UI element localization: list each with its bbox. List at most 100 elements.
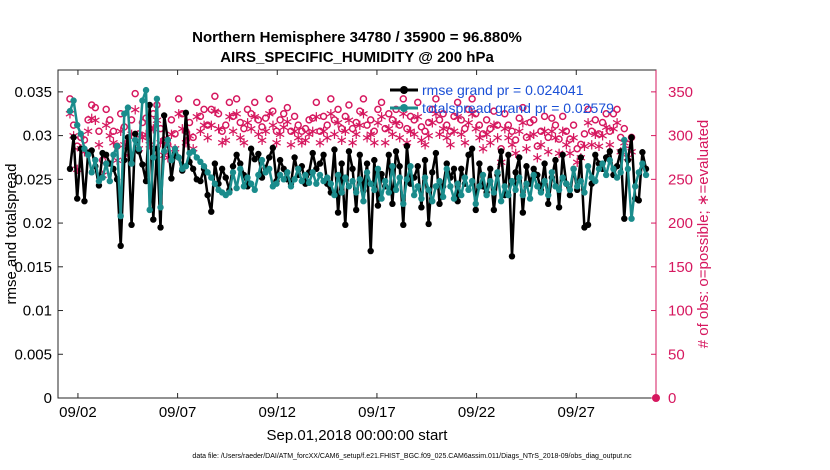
rmse-point [566,191,574,199]
rmse-point [352,206,360,214]
possible-obs-point [250,98,259,107]
evaluated-obs-point: ∗ [198,116,211,134]
totalspread-point [200,163,208,170]
possible-obs-point [305,116,313,124]
totalspread-point [244,174,251,181]
totalspread-point [555,186,563,194]
possible-obs-point [432,95,440,103]
totalspread-point [197,158,204,166]
possible-obs-point [544,133,552,142]
rmse-point [204,191,211,199]
totalspread-point [392,186,400,194]
possible-obs-point [356,107,364,115]
rmse-point [66,165,74,173]
totalspread-point [429,198,436,205]
evaluated-obs-point: ∗ [263,105,276,123]
totalspread-point [193,154,200,161]
totalspread-point [414,183,421,190]
totalspread-point [378,195,385,202]
possible-obs-point [330,116,339,124]
totalspread-point [295,165,302,173]
possible-obs-point [555,135,563,143]
totalspread-point [548,169,556,176]
totalspread-point [447,183,454,190]
evaluated-obs-point: ∗ [346,134,359,152]
evaluated-obs-point: ∗ [538,122,551,140]
y-left-tick-label: 0.005 [14,346,52,363]
rmse-point [95,182,103,189]
totalspread-point [389,163,396,170]
rmse-point [628,134,635,141]
evaluated-obs-point: ∗ [607,120,620,138]
evaluated-obs-point: ∗ [585,135,598,153]
totalspread-point [153,95,161,103]
possible-obs-point [207,105,216,114]
possible-obs-point [435,116,444,124]
evaluated-obs-point: ∗ [245,120,258,138]
y-left-tick-label: 0 [44,390,52,407]
rmse-point [635,197,642,204]
evaluated-obs-point: ∗ [520,140,533,158]
possible-obs-point [240,124,248,133]
rmse-point [197,177,204,185]
evaluated-obs-point: ∗ [564,144,577,162]
legend-rmse-label: rmse grand pr = 0.024041 [422,82,584,98]
totalspread-point [81,145,88,152]
evaluated-obs-point: ∗ [531,148,544,166]
totalspread-point [613,174,621,181]
totalspread-point [139,97,146,104]
x-tick-label: 09/27 [557,404,595,421]
totalspread-point [88,169,95,176]
rmse-point [81,198,88,205]
totalspread-point [226,189,233,196]
possible-obs-point [279,109,288,118]
rmse-point [443,160,450,167]
possible-obs-point [272,127,281,135]
evaluated-obs-point: ∗ [332,113,345,131]
totalspread-point [113,142,121,150]
possible-obs-point [395,121,404,129]
totalspread-point [443,165,450,173]
evaluated-obs-point: ∗ [335,131,348,149]
y-right-tick-label: 150 [668,259,693,276]
possible-obs-point [410,116,418,124]
x-tick-label: 09/12 [258,404,296,421]
possible-obs-point [359,95,368,103]
rmse-point [222,174,229,181]
totalspread-point [476,183,483,190]
totalspread-point [313,180,320,187]
possible-obs-point [569,121,578,129]
possible-obs-point [167,116,176,124]
totalspread-point [233,184,240,192]
evaluated-obs-point: ∗ [506,135,519,153]
possible-obs-point [138,118,147,127]
totalspread-point [566,186,574,194]
evaluated-obs-point: ∗ [582,113,595,131]
possible-obs-point [606,127,614,135]
evaluated-obs-point: ∗ [383,120,396,138]
y-axis-right: 0 50 100 150 200 250 300 350 [651,70,693,407]
y-right-tick-label: 250 [668,171,693,188]
totalspread-point [102,160,110,167]
totalspread-point [247,180,255,187]
totalspread-point [135,145,142,152]
totalspread-point [621,136,628,144]
rmse-point [276,156,284,164]
totalspread-point [160,148,168,155]
possible-obs-point [222,121,230,129]
rmse-point [189,165,197,173]
evaluated-obs-point: ∗ [484,134,497,152]
possible-obs-point [261,114,270,122]
evaluated-obs-point: ∗ [488,116,501,134]
rmse-point [139,161,146,168]
evaluated-obs-point: ∗ [219,131,232,149]
evaluated-obs-point: ∗ [238,134,251,152]
chart-title-line1: Northern Hemisphere 34780 / 35900 = 96.8… [192,29,522,46]
totalspread-point [592,177,599,185]
totalspread-point [617,169,624,176]
rmse-point [316,160,324,167]
rmse-point [182,109,190,117]
evaluated-obs-point: ∗ [462,113,475,131]
possible-obs-point [602,109,610,118]
rmse-point [555,204,563,211]
